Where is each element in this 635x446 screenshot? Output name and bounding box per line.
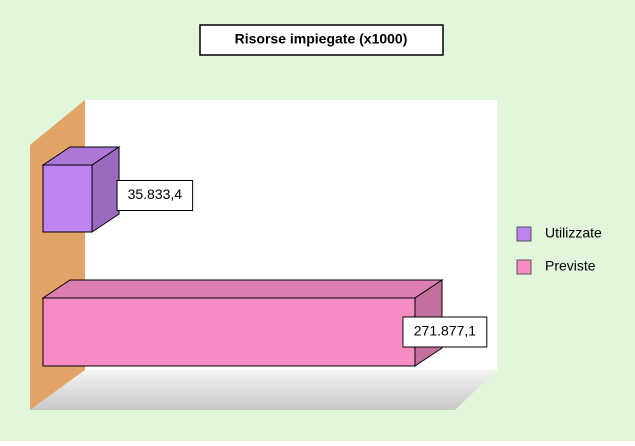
data-label-box xyxy=(116,180,194,211)
title-box xyxy=(199,24,444,56)
legend: Utilizzate Previste xyxy=(516,225,602,275)
chart-title: Risorse impiegate (x1000) xyxy=(235,31,408,47)
legend-swatch xyxy=(516,226,532,242)
floor xyxy=(30,370,497,410)
legend-label: Utilizzate xyxy=(545,225,602,241)
legend-swatch xyxy=(516,259,532,275)
data-label-box xyxy=(402,316,488,348)
bars: 35.833,4 271.877,1 xyxy=(41,146,488,367)
data-label: 271.877,1 xyxy=(414,323,476,339)
bar xyxy=(41,146,121,233)
bar-top xyxy=(41,279,444,299)
bar-front xyxy=(42,297,416,367)
data-label: 35.833,4 xyxy=(128,186,183,202)
bar-front xyxy=(42,164,93,233)
legend-label: Previste xyxy=(545,258,596,274)
bar xyxy=(41,279,444,367)
